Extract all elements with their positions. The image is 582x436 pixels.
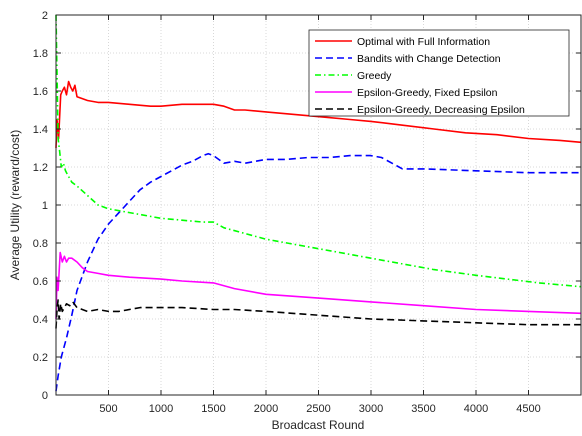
series-line-optimal-with-full-information	[55, 80, 582, 149]
legend-label-bandits-with-change-detection: Bandits with Change Detection	[357, 53, 501, 65]
y-tick-label: 2	[42, 10, 48, 22]
x-tick-label: 4500	[516, 403, 540, 415]
y-tick-label: 0.6	[33, 276, 48, 288]
series-group	[55, 14, 582, 392]
x-tick-label: 2500	[306, 403, 330, 415]
series-line-epsilon-greedy-decreasing-epsilon	[55, 299, 581, 329]
legend-label-optimal-with-full-information: Optimal with Full Information	[357, 36, 490, 48]
y-tick-label: 0.2	[33, 352, 48, 364]
series-line-greedy	[55, 14, 582, 288]
series-line-epsilon-greedy-fixed-epsilon	[55, 251, 582, 320]
x-tick-label: 4000	[464, 403, 488, 415]
legend-box	[308, 29, 570, 117]
legend-label-epsilon-greedy-fixed-epsilon: Epsilon-Greedy, Fixed Epsilon	[357, 87, 498, 99]
x-tick-label: 2000	[254, 403, 278, 415]
x-tick-label: 500	[99, 403, 117, 415]
y-tick-label: 0.8	[33, 238, 48, 250]
y-tick-label: 1	[42, 200, 48, 212]
y-tick-label: 1.6	[33, 86, 48, 98]
x-tick-label: 1000	[149, 403, 173, 415]
y-tick-label: 1.2	[33, 162, 48, 174]
y-tick-label: 1.4	[33, 124, 48, 136]
series-line-bandits-with-change-detection	[55, 152, 581, 392]
x-tick-label: 1500	[201, 403, 225, 415]
x-tick-label: 3000	[359, 403, 383, 415]
y-tick-label: 0.4	[33, 314, 48, 326]
y-axis-label: Average Utility (reward/cost)	[8, 130, 22, 281]
legend-label-greedy: Greedy	[357, 70, 392, 82]
legend-items: Optimal with Full Information Bandits wit…	[315, 36, 525, 116]
y-tick-label: 0	[42, 390, 48, 402]
x-tick-label: 3500	[411, 403, 435, 415]
x-axis-label: Broadcast Round	[272, 418, 365, 432]
y-tick-label: 1.8	[33, 48, 48, 60]
legend-label-epsilon-greedy-decreasing-epsilon: Epsilon-Greedy, Decreasing Epsilon	[357, 104, 525, 116]
legend: Optimal with Full Information Bandits wit…	[308, 29, 570, 117]
